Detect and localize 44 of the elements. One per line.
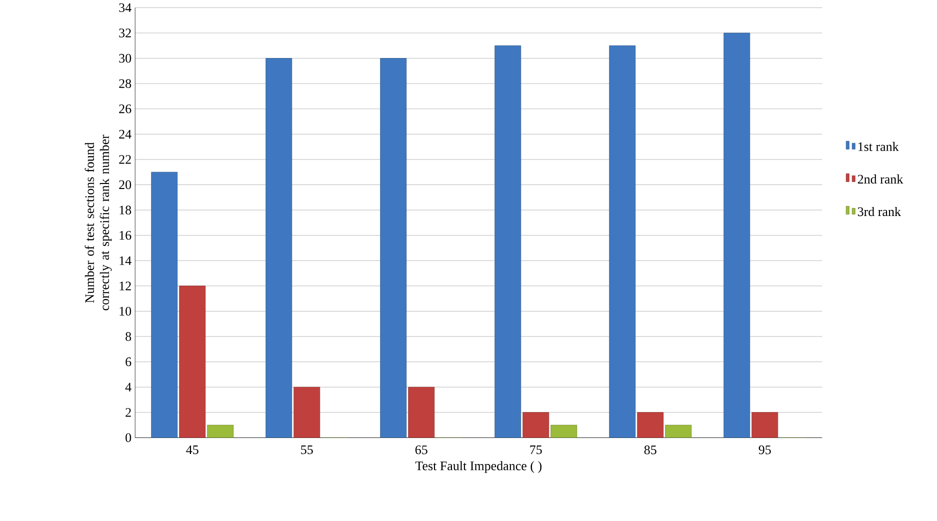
x-tick-label: 75 [530,445,542,454]
y-tick-label: 32 [119,28,131,38]
x-tick-label: 65 [415,445,428,454]
y-tick-label: 28 [119,79,132,88]
legend-label: 1st rank [858,142,899,151]
y-tick-label: 22 [119,155,131,164]
bar [151,172,178,438]
bar [724,32,750,438]
legend-label: 3rd rank [858,206,901,216]
y-tick-label: 6 [126,357,132,366]
bar [637,412,664,438]
x-tick-label: 45 [186,445,198,454]
bar [294,386,320,438]
bar [179,286,206,438]
bar [550,424,577,438]
y-tick-label: 16 [120,230,132,240]
y-tick-label: 10 [120,306,132,316]
bar [207,424,234,438]
x-tick-label: 85 [644,445,656,454]
y-tick-label: 2 [126,408,131,417]
y-tick-label: 4 [125,382,132,392]
y-tick-label: 18 [120,206,132,214]
y-tick-label: 12 [120,282,131,290]
legend-label: 2nd rank [858,174,904,184]
bar [494,45,522,438]
bar [752,412,778,438]
bar [522,412,550,438]
y-tick-label: 20 [119,180,132,190]
y-tick-label: 30 [119,54,132,63]
y-tick-label: 24 [119,130,132,138]
y-tick-label: 0 [126,433,132,442]
y-axis-title: Number of test sections found correctly at specific rank number [84,134,112,310]
y-tick-label: 26 [119,104,132,114]
x-tick-label: 95 [758,445,771,454]
y-tick-label: 8 [126,332,132,341]
bar [266,58,292,438]
bar [408,386,435,438]
bar [665,424,692,438]
bar [380,58,407,438]
bar [609,45,636,438]
x-axis-title: Test Fault Impedance ( ) [415,461,542,473]
y-tick-label: 34 [119,3,132,12]
y-tick-label: 14 [120,256,132,265]
x-tick-label: 55 [301,445,313,454]
